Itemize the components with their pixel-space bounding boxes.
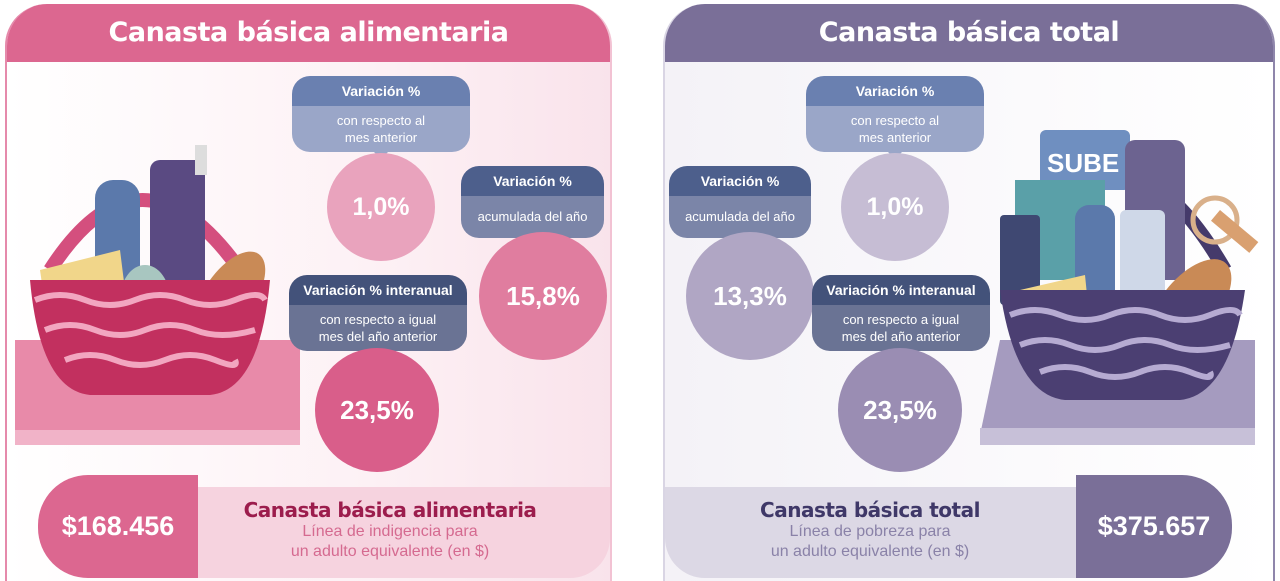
canasta-total-price: $375.657 [1076, 475, 1232, 578]
canasta-alimentaria-price: $168.456 [38, 475, 198, 578]
variacion-acumulada-callout: Variación % acumulada del año [669, 166, 811, 245]
variacion-acumulada-callout: Variación % acumulada del año [461, 166, 604, 245]
total-basket-illustration: SUBE [980, 130, 1259, 445]
variacion-interanual-value: 23,5% [315, 348, 439, 472]
variacion-mensual-callout: Variación % con respecto al mes anterior [292, 76, 470, 159]
variacion-acumulada-value: 15,8% [479, 232, 607, 360]
variacion-interanual-callout: Variación % interanual con respecto a ig… [289, 275, 467, 358]
sube-card-label: SUBE [1047, 148, 1119, 178]
variacion-acumulada-value: 13,3% [686, 232, 814, 360]
footer-bar [665, 487, 1078, 578]
variacion-mensual-value: 1,0% [327, 153, 435, 261]
footer-bar [195, 487, 610, 578]
footer-label: Canasta básica total Línea de pobreza pa… [760, 498, 980, 560]
variacion-mensual-value: 1,0% [841, 153, 949, 261]
variacion-mensual-callout: Variación % con respecto al mes anterior [806, 76, 984, 159]
food-basket-illustration [15, 145, 300, 445]
panel-title: Canasta básica alimentaria [7, 4, 610, 62]
variacion-interanual-callout: Variación % interanual con respecto a ig… [812, 275, 990, 358]
footer-label: Canasta básica alimentaria Línea de indi… [243, 498, 537, 560]
panel-title: Canasta básica total [665, 4, 1273, 62]
variacion-interanual-value: 23,5% [838, 348, 962, 472]
